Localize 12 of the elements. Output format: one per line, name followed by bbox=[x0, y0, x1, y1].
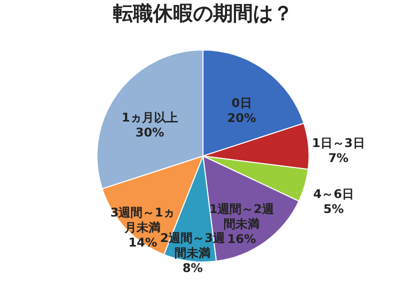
slice-label: 1週間～2週間未満 bbox=[209, 202, 275, 232]
slice-label: 4～6日 bbox=[313, 186, 354, 201]
slice-label: 0日 bbox=[231, 96, 252, 110]
data-label: 5% bbox=[323, 202, 344, 216]
slice-label: 1ヵ月以上 bbox=[122, 110, 178, 124]
data-label: 8% bbox=[182, 261, 203, 276]
data-label: 16% bbox=[227, 232, 256, 246]
data-label: 30% bbox=[135, 125, 164, 140]
data-label: 20% bbox=[227, 110, 256, 125]
data-label: 7% bbox=[328, 151, 349, 166]
chart-title: 転職休暇の期間は？ bbox=[113, 1, 293, 25]
slice-label: 1日～3日 bbox=[312, 136, 365, 150]
